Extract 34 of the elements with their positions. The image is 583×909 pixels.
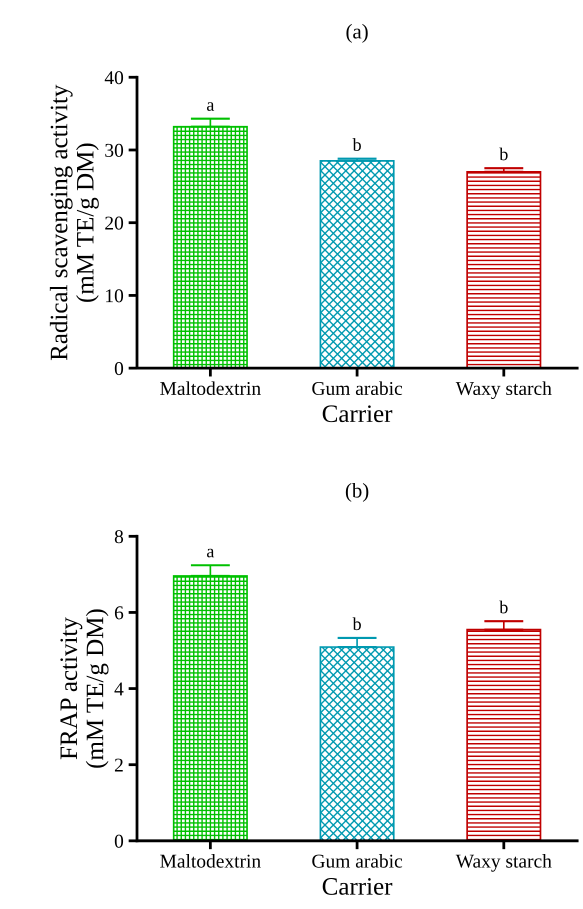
y-tick-label: 2 xyxy=(114,758,123,772)
annotation: b xyxy=(499,148,508,160)
bar xyxy=(466,170,542,368)
chart-title: (a) xyxy=(346,24,368,43)
y-tick-label: 0 xyxy=(114,834,124,848)
annotation: a xyxy=(206,102,214,111)
bar xyxy=(172,126,248,368)
annotation: b xyxy=(352,138,361,151)
annotation: b xyxy=(499,600,508,614)
bar xyxy=(320,646,395,841)
y-tick-label: 4 xyxy=(114,682,124,696)
x-tick-label: Maltodextrin xyxy=(160,381,261,396)
y-axis-title: Radical scavenging activity (mM TE/g DM) xyxy=(50,84,99,360)
y-tick-label: 30 xyxy=(105,144,124,157)
x-tick-label: Gum arabic xyxy=(312,381,402,396)
y-tick-label: 10 xyxy=(106,289,124,302)
x-axis-title: Carrier xyxy=(322,878,392,895)
y-tick-label: 20 xyxy=(105,216,124,230)
x-tick-label: Waxy starch xyxy=(456,854,552,872)
x-tick-label: Waxy starch xyxy=(456,381,552,400)
y-tick-label: 6 xyxy=(114,606,124,620)
x-tick-label: Maltodextrin xyxy=(160,854,261,868)
y-axis-title: FRAP activity (mM TE/g DM) xyxy=(60,609,109,768)
y-tick-label: 0 xyxy=(114,362,124,376)
chart-title: (b) xyxy=(346,482,368,502)
x-tick-label: Gum arabic xyxy=(312,854,402,868)
y-tick-label: 40 xyxy=(104,71,124,84)
annotation: a xyxy=(206,548,214,558)
bar xyxy=(466,628,542,841)
y-tick-label: 8 xyxy=(114,530,124,544)
annotation: b xyxy=(352,617,361,630)
bar xyxy=(320,160,395,368)
bar xyxy=(172,575,248,841)
x-axis-title: Carrier xyxy=(322,405,392,422)
